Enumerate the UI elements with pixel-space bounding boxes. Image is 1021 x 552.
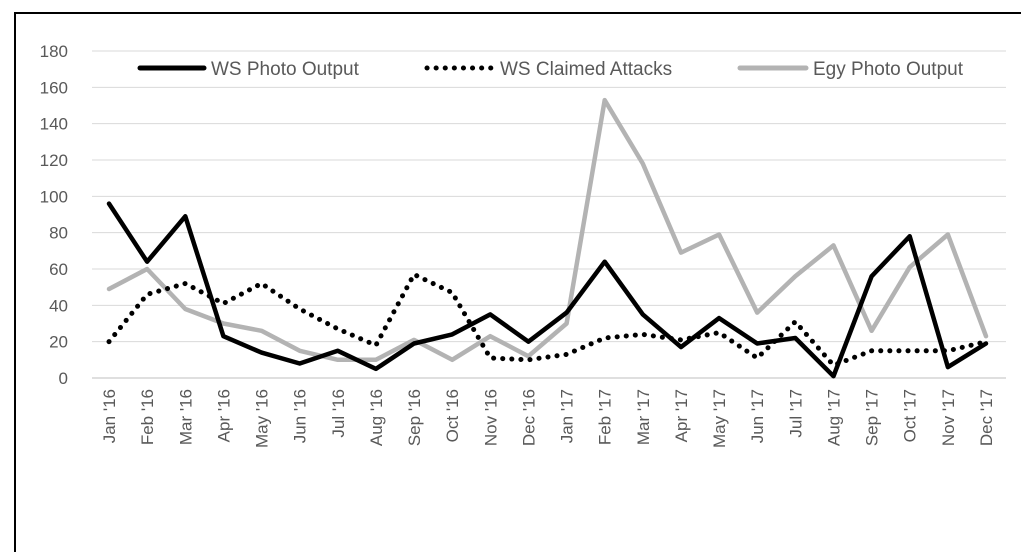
y-tick-label-0: 0 [59,369,68,388]
x-tick-label-16: May '17 [710,389,729,448]
x-tick-label-11: Dec '16 [519,389,538,446]
legend-label-2: Egy Photo Output [813,59,964,80]
x-tick-label-4: May '16 [253,389,272,448]
x-tick-label-17: Jun '17 [748,389,767,443]
x-tick-label-22: Nov '17 [939,389,958,446]
x-axis-tick-labels: Jan '16 Feb '16 Mar '16 Apr '16 May '16 Jun '… [100,389,996,448]
y-tick-label-80: 80 [49,224,68,243]
x-tick-label-23: Dec '17 [977,389,996,446]
x-tick-label-3: Apr '16 [214,389,233,442]
legend: WS Photo Output WS Claimed Attacks Egy Pho… [137,59,964,80]
y-tick-label-20: 20 [49,333,68,352]
x-tick-label-20: Sep '17 [863,389,882,446]
y-tick-label-100: 100 [40,187,68,206]
y-tick-label-140: 140 [40,115,68,134]
x-tick-label-5: Jun '16 [291,389,310,443]
x-tick-label-21: Oct '17 [901,389,920,442]
chart-frame: 0 20 40 60 80 100 120 140 160 180 Jan '16 Feb '16 M… [14,12,1021,552]
series-lines [106,97,989,379]
x-tick-label-12: Jan '17 [558,389,577,443]
y-tick-label-60: 60 [49,260,68,279]
x-tick-label-0: Jan '16 [100,389,119,443]
x-tick-label-14: Mar '17 [634,389,653,445]
y-tick-label-160: 160 [40,78,68,97]
series-line-0 [106,201,989,379]
legend-label-0: WS Photo Output [211,59,360,80]
x-tick-label-19: Aug '17 [824,389,843,446]
x-tick-label-9: Oct '16 [443,389,462,442]
x-tick-label-2: Mar '16 [176,389,195,445]
series-line-2 [106,97,989,363]
x-tick-label-15: Apr '17 [672,389,691,442]
y-tick-label-120: 120 [40,151,68,170]
x-tick-label-6: Jul '16 [329,389,348,438]
x-tick-label-7: Aug '16 [367,389,386,446]
x-tick-label-1: Feb '16 [138,389,157,445]
x-tick-label-18: Jul '17 [786,389,805,438]
line-chart: 0 20 40 60 80 100 120 140 160 180 Jan '16 Feb '16 M… [40,42,1006,448]
x-tick-label-10: Nov '16 [481,389,500,446]
y-tick-label-180: 180 [40,42,68,61]
legend-label-1: WS Claimed Attacks [500,59,672,80]
x-tick-label-8: Sep '16 [405,389,424,446]
y-tick-label-40: 40 [49,296,68,315]
y-axis-tick-labels: 0 20 40 60 80 100 120 140 160 180 [40,42,68,388]
x-tick-label-13: Feb '17 [596,389,615,445]
gridlines [92,50,1006,379]
